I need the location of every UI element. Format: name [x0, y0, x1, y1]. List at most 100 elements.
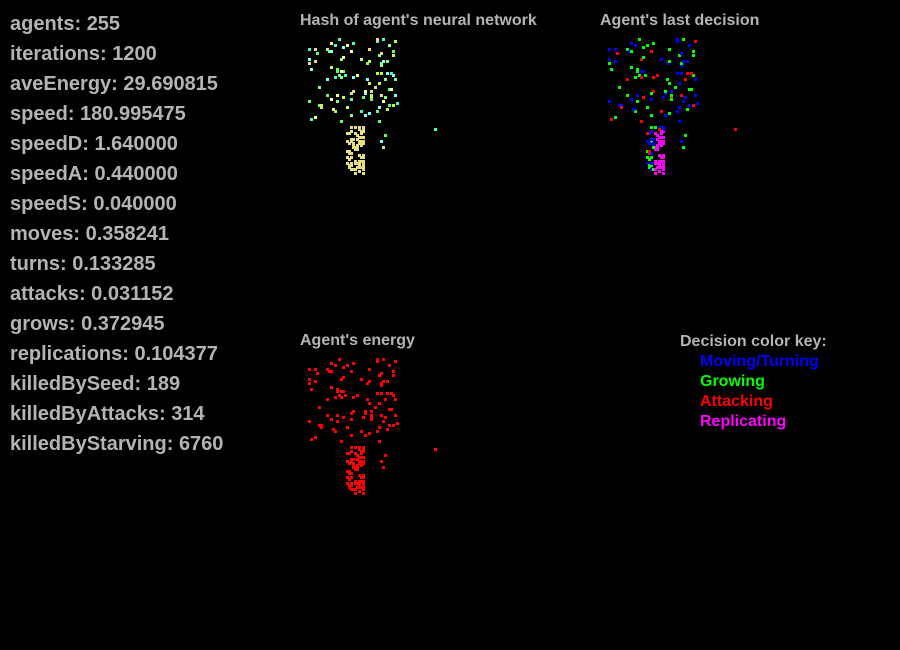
- decision-agent-cell: [610, 118, 613, 121]
- decision-agent-cell: [668, 48, 671, 51]
- energy-agent-cell: [354, 452, 357, 455]
- hash-agent-cell: [314, 60, 317, 63]
- decision-agent-cell: [694, 78, 697, 81]
- decision-agent-cell: [662, 142, 665, 145]
- hash-agent-cell: [358, 170, 361, 173]
- decision-agent-cell: [680, 52, 683, 55]
- energy-agent-cell: [388, 424, 391, 427]
- energy-agent-cell: [342, 366, 345, 369]
- decision-agent-cell: [690, 72, 693, 75]
- decision-agent-cell: [658, 166, 661, 169]
- hash-agent-cell: [348, 152, 351, 155]
- energy-agent-cell: [360, 450, 363, 453]
- energy-agent-cell: [356, 466, 359, 469]
- decision-agent-cell: [646, 106, 649, 109]
- decision-agent-cell: [630, 50, 633, 53]
- decision-agent-cell: [680, 72, 683, 75]
- energy-agent-cell: [316, 372, 319, 375]
- decision-agent-cell: [682, 38, 685, 41]
- decision-agent-cell: [680, 62, 683, 65]
- hash-agent-cell: [370, 96, 373, 99]
- energy-agent-cell: [334, 364, 337, 367]
- decision-agent-cell: [676, 110, 679, 113]
- hash-agent-cell: [350, 162, 353, 165]
- hash-agent-cell: [326, 78, 329, 81]
- decision-agent-cell: [626, 48, 629, 51]
- hash-agent-cell: [384, 134, 387, 137]
- hash-agent-cell: [308, 58, 311, 61]
- hash-agent-cell: [318, 86, 321, 89]
- hash-agent-cell: [356, 148, 359, 151]
- energy-agent-cell: [376, 360, 379, 363]
- energy-agent-cell: [340, 396, 343, 399]
- energy-agent-cell: [386, 428, 389, 431]
- energy-agent-cell: [342, 390, 345, 393]
- energy-agent-cell: [350, 450, 353, 453]
- hash-agent-cell: [362, 160, 365, 163]
- decision-agent-cell: [662, 130, 665, 133]
- energy-agent-cell: [380, 384, 383, 387]
- decision-agent-cell: [680, 94, 683, 97]
- hash-agent-cell: [378, 82, 381, 85]
- energy-agent-cell: [352, 362, 355, 365]
- energy-agent-cell: [308, 382, 311, 385]
- hash-agent-cell: [308, 100, 311, 103]
- energy-agent-cell: [320, 426, 323, 429]
- decision-agent-cell: [650, 92, 653, 95]
- decision-agent-cell: [654, 146, 657, 149]
- energy-agent-cell: [346, 476, 349, 479]
- energy-agent-cell: [394, 398, 397, 401]
- hash-agent-cell: [380, 62, 383, 65]
- hash-agent-cell: [356, 162, 359, 165]
- energy-agent-cell: [350, 472, 353, 475]
- decision-agent-cell: [660, 144, 663, 147]
- decision-agent-cell: [658, 126, 661, 129]
- hash-panel-view: [300, 34, 550, 294]
- hash-agent-cell: [362, 172, 365, 175]
- hash-agent-cell: [392, 54, 395, 57]
- energy-agent-cell: [330, 418, 333, 421]
- energy-agent-cell: [362, 462, 365, 465]
- decision-agent-cell: [690, 88, 693, 91]
- energy-agent-cell: [358, 460, 361, 463]
- energy-agent-cell: [346, 364, 349, 367]
- hash-agent-cell: [384, 96, 387, 99]
- hash-agent-cell: [352, 144, 355, 147]
- hash-agent-cell: [344, 74, 347, 77]
- decision-agent-cell: [648, 158, 651, 161]
- decision-agent-cell: [658, 162, 661, 165]
- stat-speed: speed: 180.995475: [10, 103, 186, 125]
- energy-agent-cell: [342, 376, 345, 379]
- hash-agent-cell: [358, 162, 361, 165]
- energy-agent-cell: [364, 434, 367, 437]
- decision-agent-cell: [692, 50, 695, 53]
- energy-agent-cell: [362, 476, 365, 479]
- decision-agent-cell: [662, 96, 665, 99]
- hash-agent-cell: [354, 172, 357, 175]
- decision-agent-cell: [632, 108, 635, 111]
- hash-agent-cell: [330, 98, 333, 101]
- hash-agent-cell: [358, 140, 361, 143]
- hash-agent-cell: [376, 38, 379, 41]
- hash-agent-cell: [350, 92, 353, 95]
- hash-agent-cell: [362, 156, 365, 159]
- energy-agent-cell: [378, 426, 381, 429]
- hash-agent-cell: [364, 92, 367, 95]
- decision-agent-cell: [694, 94, 697, 97]
- stat-speed-s: speedS: 0.040000: [10, 193, 177, 215]
- energy-agent-cell: [386, 380, 389, 383]
- decision-agent-cell: [678, 120, 681, 123]
- energy-agent-cell: [396, 422, 399, 425]
- decision-agent-cell: [660, 166, 663, 169]
- hash-agent-cell: [358, 128, 361, 131]
- decision-agent-cell: [646, 132, 649, 135]
- hash-agent-cell: [394, 40, 397, 43]
- decision-agent-cell: [658, 154, 661, 157]
- hash-agent-cell: [354, 126, 357, 129]
- energy-agent-cell: [350, 484, 353, 487]
- energy-agent-cell: [320, 424, 323, 427]
- hash-agent-cell: [320, 104, 323, 107]
- hash-agent-cell: [346, 162, 349, 165]
- decision-agent-cell: [662, 160, 665, 163]
- energy-agent-cell: [382, 358, 385, 361]
